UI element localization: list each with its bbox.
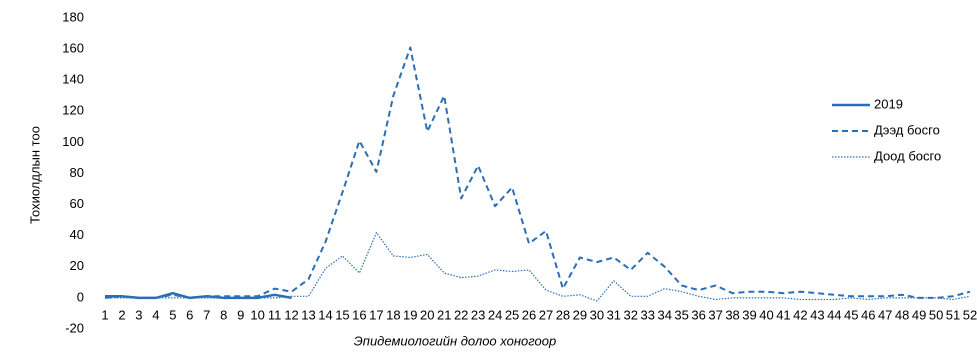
x-tick-label: 43 [810,307,824,322]
y-tick-label: 60 [70,196,84,211]
x-tick-label: 26 [522,307,536,322]
x-tick-label: 36 [691,307,705,322]
x-tick-label: 19 [403,307,417,322]
x-tick-label: 21 [437,307,451,322]
x-tick-label: 37 [708,307,722,322]
x-tick-label: 30 [590,307,604,322]
x-tick-label: 31 [607,307,621,322]
x-axis-title: Эпидемиологийн долоо хоногоор [354,333,556,348]
y-tick-label: 180 [62,9,84,24]
x-tick-label: 23 [471,307,485,322]
x-tick-label: 9 [237,307,244,322]
x-tick-label: 14 [318,307,332,322]
x-tick-label: 24 [488,307,502,322]
y-tick-label: 40 [70,227,84,242]
y-tick-label: 100 [62,134,84,149]
x-tick-label: 12 [284,307,298,322]
x-tick-label: 20 [420,307,434,322]
y-tick-label: 160 [62,41,84,56]
y-axis-title: Тохиолдлын тоо [27,126,42,224]
x-tick-label: 11 [268,307,282,322]
x-tick-label: 1 [101,307,108,322]
legend-label: Дээд босго [874,122,940,137]
x-tick-label: 28 [556,307,570,322]
x-tick-label: 32 [624,307,638,322]
x-tick-label: 17 [369,307,383,322]
x-tick-label: 10 [250,307,264,322]
x-tick-label: 50 [929,307,943,322]
x-tick-label: 25 [505,307,519,322]
x-tick-label: 38 [725,307,739,322]
x-tick-label: 33 [641,307,655,322]
x-tick-label: 46 [861,307,875,322]
x-tick-label: 35 [674,307,688,322]
y-tick-label: 0 [77,289,84,304]
x-tick-label: 51 [946,307,960,322]
x-tick-label: 27 [539,307,553,322]
x-tick-label: 22 [454,307,468,322]
x-tick-label: 18 [386,307,400,322]
x-tick-label: 39 [742,307,756,322]
series-line [104,46,971,299]
y-tick-label: -20 [65,320,84,335]
x-tick-label: 49 [912,307,926,322]
x-tick-label: 2 [118,307,125,322]
x-tick-label: 5 [169,307,176,322]
x-tick-label: 41 [776,307,790,322]
x-tick-label: 42 [793,307,807,322]
x-tick-label: 29 [573,307,587,322]
x-tick-label: 4 [152,307,159,322]
x-tick-label: 8 [220,307,227,322]
legend-label: 2019 [874,96,903,111]
x-tick-label: 48 [895,307,909,322]
y-tick-label: 20 [70,258,84,273]
x-tick-label: 44 [827,307,841,322]
series-line [105,232,971,302]
x-tick-label: 45 [844,307,858,322]
x-tick-label: 47 [878,307,892,322]
y-tick-label: 120 [62,103,84,118]
x-tick-label: 52 [963,307,977,322]
x-tick-label: 3 [135,307,142,322]
x-tick-label: 7 [203,307,210,322]
y-tick-label: 140 [62,72,84,87]
y-tick-label: 80 [70,165,84,180]
x-tick-label: 34 [657,307,671,322]
x-tick-label: 15 [335,307,349,322]
x-tick-label: 16 [352,307,366,322]
x-tick-label: 40 [759,307,773,322]
legend-label: Доод босго [874,148,941,163]
x-tick-label: 13 [301,307,315,322]
x-tick-label: 6 [186,307,193,322]
